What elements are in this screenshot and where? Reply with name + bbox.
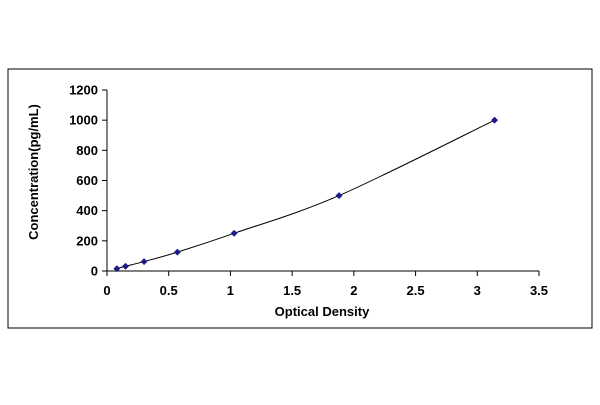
x-tick-label: 0.5 [160,283,178,298]
y-tick-label: 1000 [69,113,98,128]
y-tick-label: 200 [76,233,98,248]
data-points [113,116,499,273]
y-axis-title: Concentration(pg/mL) [26,104,41,240]
x-tick-label: 1 [227,283,234,298]
data-point [230,229,238,237]
x-axis-title: Optical Density [275,304,370,319]
data-point [113,265,121,273]
x-tick-label: 2.5 [407,283,425,298]
data-point [121,262,130,270]
chart-frame [7,68,593,329]
y-tick-label: 800 [76,143,98,158]
data-point [173,248,181,256]
x-tick-label: 3 [474,283,481,298]
x-tick-label: 0 [103,283,110,298]
y-tick-label: 600 [76,173,98,188]
x-tick-label: 3.5 [530,283,548,298]
y-axis-ticks: 0 200 400 600 800 1000 1200 [69,83,107,279]
x-tick-label: 1.5 [283,283,301,298]
y-tick-label: 400 [76,203,98,218]
x-axis-ticks: 0 0.5 1 1.5 2 2.5 3 3.5 [103,271,548,298]
x-tick-label: 2 [350,283,357,298]
data-point [140,258,148,266]
data-point [335,192,343,200]
y-tick-label: 0 [91,264,98,279]
y-tick-label: 1200 [69,83,98,98]
data-point [491,116,499,124]
